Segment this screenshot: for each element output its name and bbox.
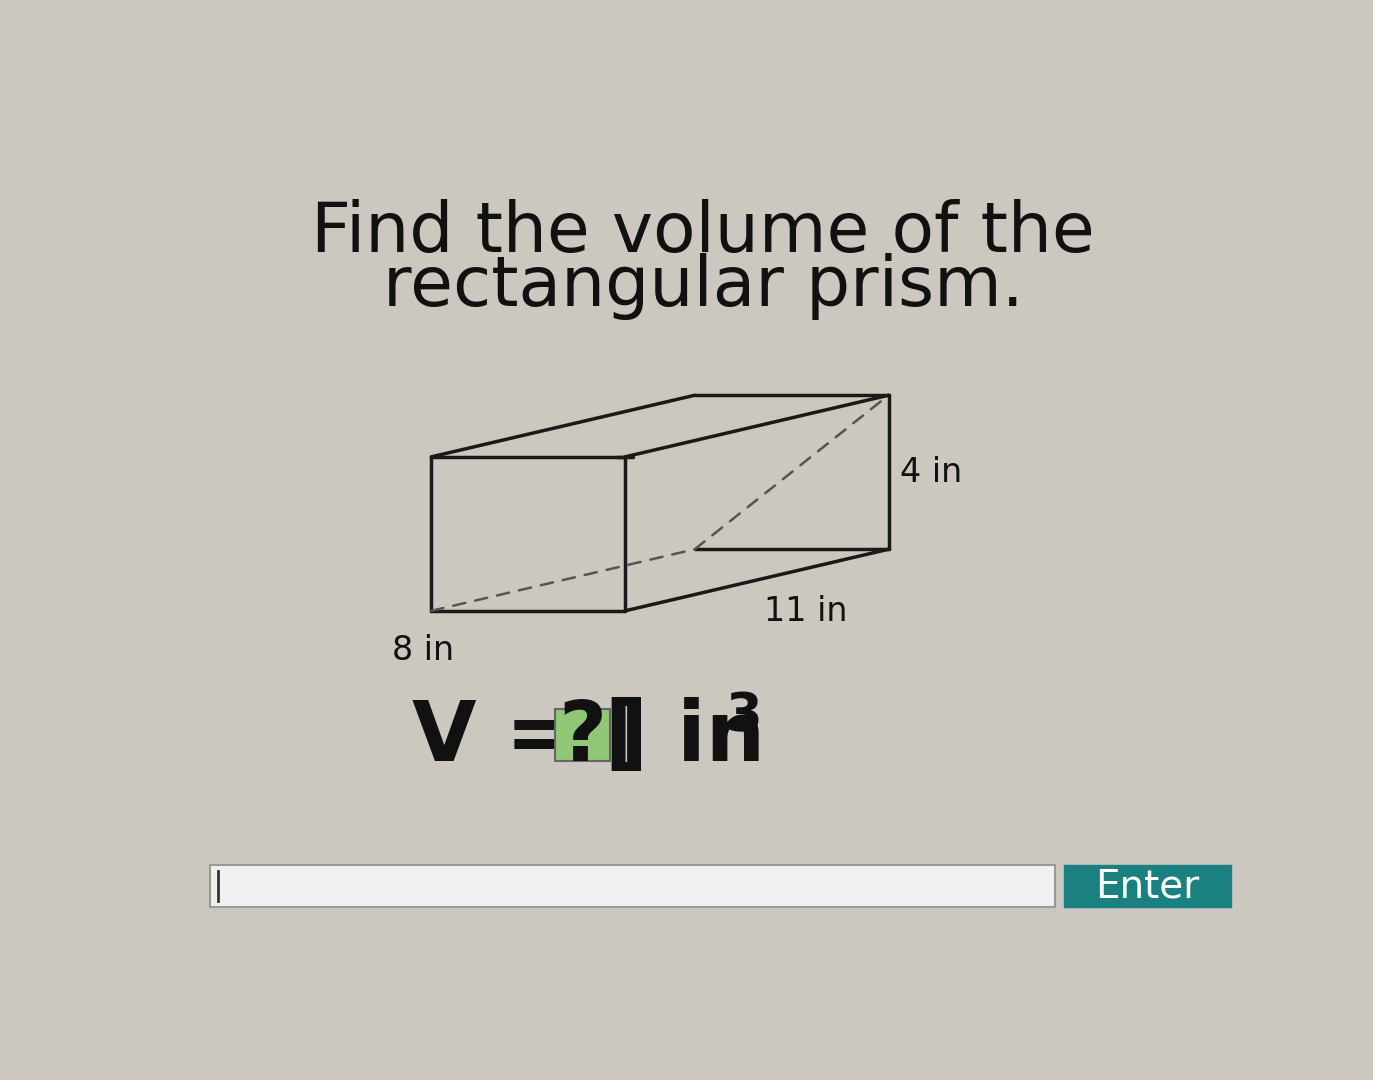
- Text: 3: 3: [726, 690, 762, 742]
- Text: 8 in: 8 in: [393, 634, 454, 667]
- Text: 4 in: 4 in: [901, 456, 962, 489]
- FancyBboxPatch shape: [1064, 865, 1232, 907]
- Text: rectangular prism.: rectangular prism.: [383, 253, 1024, 320]
- Text: 11 in: 11 in: [765, 595, 849, 629]
- Text: ] in: ] in: [610, 698, 765, 779]
- FancyBboxPatch shape: [555, 708, 610, 761]
- Text: ?: ?: [559, 698, 607, 779]
- Text: Enter: Enter: [1096, 867, 1200, 905]
- Text: Find the volume of the: Find the volume of the: [312, 199, 1096, 266]
- FancyBboxPatch shape: [210, 865, 1054, 907]
- Text: V = [: V = [: [412, 698, 643, 779]
